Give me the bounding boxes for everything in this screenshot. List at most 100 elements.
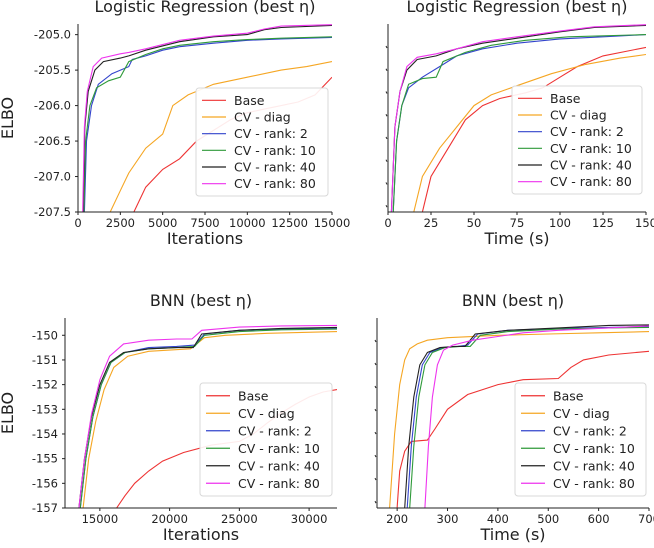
- x-tick-label: 0: [384, 216, 391, 230]
- x-tick-label: 0: [74, 216, 81, 230]
- legend-label: CV - rank: 2: [238, 423, 312, 438]
- chart-title: BNN (best η): [462, 291, 564, 310]
- legend-label: CV - rank: 10: [238, 441, 320, 456]
- legend-box: [195, 87, 329, 197]
- legend-label: CV - rank: 80: [234, 176, 316, 191]
- x-tick-label: 200: [386, 512, 408, 526]
- x-tick-label: 25: [424, 216, 439, 230]
- x-tick-label: 30000: [291, 512, 328, 526]
- x-axis-label: Iterations: [163, 525, 239, 544]
- y-tick-label: -154: [32, 427, 58, 441]
- series-line-6: [390, 24, 646, 212]
- legend-label: CV - rank: 80: [553, 476, 635, 491]
- legend-label: CV - diag: [234, 110, 291, 125]
- x-tick-label: 100: [549, 216, 571, 230]
- series-line-5: [82, 24, 332, 212]
- x-tick-label: 20000: [151, 512, 188, 526]
- y-tick-stub: [385, 68, 388, 71]
- x-tick-label: 7500: [190, 216, 219, 230]
- y-tick-stub: [385, 159, 388, 162]
- legend-label: CV - rank: 2: [550, 124, 624, 139]
- x-tick-label: 150: [635, 216, 654, 230]
- x-tick-label: 600: [588, 512, 610, 526]
- chart-panel-2: 0 25 50 75 100 125 150 Logistic Regression (bes…: [384, 0, 654, 248]
- legend-label: Base: [234, 93, 265, 108]
- y-tick-label: -155: [32, 452, 58, 466]
- y-tick-stub: [385, 136, 388, 140]
- x-tick-label: 125: [592, 216, 614, 230]
- legend-label: CV - rank: 40: [238, 458, 320, 473]
- series-line-2: [413, 53, 646, 212]
- chart-title: BNN (best η): [150, 291, 252, 310]
- legend-label: CV - rank: 10: [553, 441, 635, 456]
- y-tick-stub: [374, 385, 377, 389]
- series-group: [82, 24, 332, 212]
- x-tick-label: 500: [537, 512, 559, 526]
- series-line-6: [424, 325, 649, 508]
- series-line-2: [389, 331, 649, 508]
- y-tick-stub: [374, 500, 377, 504]
- legend-label: CV - rank: 10: [550, 141, 632, 156]
- chart-panel-4: 200 300 400 500 600 700 BNN (best η) Time (s) Ba…: [374, 291, 654, 544]
- series-line-2: [82, 331, 337, 508]
- series-line-5: [404, 324, 649, 508]
- x-tick-label: 2500: [106, 216, 135, 230]
- series-group: [78, 324, 337, 508]
- x-tick-label: 15000: [82, 512, 119, 526]
- y-tick-label: -205.5: [34, 63, 71, 77]
- chart-panel-1: 0 2500 5000 7500 10000 12500 15000 -207.5 -207.0…: [0, 0, 350, 248]
- y-tick-label: -205.0: [34, 28, 71, 42]
- y-tick-stub: [374, 477, 377, 481]
- x-axis-label: Time (s): [483, 229, 549, 248]
- x-tick-label: 25000: [221, 512, 258, 526]
- x-tick-label: 300: [437, 512, 459, 526]
- y-tick-label: -156: [32, 476, 58, 490]
- y-tick-stub: [385, 182, 388, 185]
- y-tick-label: -151: [32, 353, 58, 367]
- x-tick-label: 75: [510, 216, 525, 230]
- legend-label: Base: [238, 388, 269, 403]
- y-tick-label: -207.5: [34, 205, 71, 219]
- legend-label: CV - rank: 40: [553, 458, 635, 473]
- legend-box: [511, 85, 643, 195]
- y-tick-label: -206.0: [34, 99, 71, 113]
- legend-box: [199, 382, 333, 497]
- y-tick-label: -152: [32, 378, 58, 392]
- x-axis-label: Iterations: [167, 229, 243, 248]
- legend-label: Base: [553, 388, 584, 403]
- x-tick-label: 5000: [148, 216, 177, 230]
- y-tick-stub: [374, 454, 377, 458]
- y-tick-stub: [385, 204, 388, 208]
- legend-label: CV - rank: 2: [234, 126, 308, 141]
- legend-label: CV - diag: [550, 108, 607, 123]
- y-tick-stub: [385, 91, 388, 94]
- y-tick-stub: [385, 113, 388, 117]
- series-line-6: [82, 24, 332, 212]
- series-line-6: [78, 324, 337, 508]
- series-line-1: [396, 350, 649, 508]
- y-tick-stub: [385, 45, 388, 49]
- x-tick-label: 50: [467, 216, 482, 230]
- series-group: [389, 324, 649, 508]
- chart-title: Logistic Regression (best η): [95, 0, 316, 16]
- legend-label: CV - rank: 10: [234, 143, 316, 158]
- chart-title: Logistic Regression (best η): [407, 0, 628, 16]
- x-tick-label: 700: [638, 512, 654, 526]
- legend-label: CV - rank: 80: [238, 476, 320, 491]
- series-line-4: [392, 34, 646, 212]
- y-tick-stub: [374, 362, 377, 366]
- series-line-4: [83, 36, 332, 212]
- y-tick-label: -153: [32, 402, 58, 416]
- legend-box: [514, 382, 647, 497]
- y-tick-label: -157: [32, 501, 58, 515]
- legend-label: CV - rank: 40: [550, 158, 632, 173]
- x-tick-label: 15000: [314, 216, 351, 230]
- legend-label: CV - rank: 2: [553, 423, 627, 438]
- x-axis-label: Time (s): [479, 525, 545, 544]
- legend-label: CV - diag: [238, 406, 295, 421]
- y-tick-stub: [374, 431, 377, 435]
- chart-panel-3: 15000 20000 25000 30000 -157 -156 -155 -154 -153…: [0, 291, 337, 544]
